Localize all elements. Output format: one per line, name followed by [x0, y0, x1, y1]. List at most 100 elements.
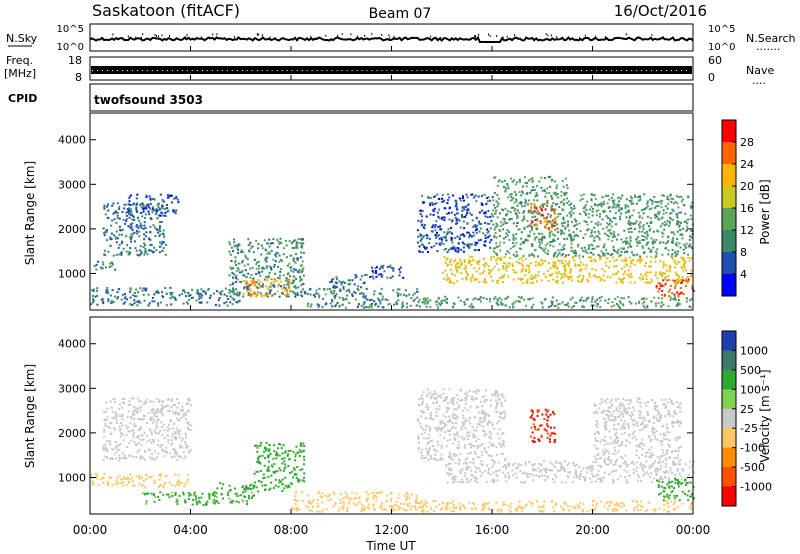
heat-cell [177, 474, 180, 477]
heat-cell [576, 245, 579, 248]
heat-cell [536, 224, 539, 227]
heat-cell [392, 289, 395, 292]
heat-cell [467, 274, 470, 277]
heat-cell [175, 436, 178, 439]
freq-gap [346, 70, 348, 71]
heat-cell [263, 447, 266, 450]
heat-cell [130, 210, 133, 213]
heat-cell [478, 222, 481, 225]
heat-cell [676, 216, 679, 219]
heat-cell [416, 296, 419, 299]
heat-cell [231, 291, 234, 294]
heat-cell [136, 232, 139, 235]
heat-cell [681, 257, 684, 259]
heat-cell [657, 213, 660, 215]
heat-cell [549, 220, 552, 223]
heat-cell [129, 214, 132, 217]
heat-cell [301, 479, 304, 482]
noise-search-dot [310, 35, 312, 38]
heat-cell [553, 481, 556, 484]
heat-cell [657, 205, 660, 208]
heat-cell [478, 298, 481, 301]
heat-cell [419, 233, 422, 236]
heat-cell [150, 441, 153, 444]
heat-cell [540, 246, 542, 249]
heat-cell [265, 292, 267, 295]
heat-cell [115, 211, 118, 214]
heat-cell [476, 261, 478, 264]
heat-cell [483, 257, 485, 260]
heat-cell [166, 451, 169, 454]
heat-cell [657, 302, 660, 305]
heat-cell [623, 247, 625, 250]
heat-cell [551, 178, 554, 181]
heat-cell [674, 463, 677, 466]
heat-cell [130, 223, 132, 226]
noise-search-dot [157, 35, 159, 38]
heat-cell [236, 495, 239, 498]
heat-cell [474, 194, 477, 197]
heat-cell [141, 215, 144, 218]
heat-cell [591, 248, 594, 250]
heat-cell [586, 223, 589, 226]
heat-cell [686, 225, 689, 228]
heat-cell [147, 210, 150, 213]
heat-cell [165, 405, 168, 407]
heat-cell [661, 200, 664, 203]
heat-cell [408, 496, 411, 499]
heat-cell [621, 279, 624, 282]
heat-cell [600, 205, 603, 208]
heat-cell [613, 233, 615, 236]
heat-cell [523, 471, 526, 474]
heat-cell [462, 199, 465, 202]
heat-cell [146, 434, 149, 437]
heat-cell [649, 251, 652, 254]
noise-search-dot [556, 35, 558, 38]
heat-cell [534, 223, 537, 226]
heat-cell [649, 476, 651, 478]
heat-cell [283, 286, 286, 289]
heat-cell [149, 225, 152, 228]
heat-cell [657, 290, 660, 293]
heat-cell [654, 274, 657, 277]
heat-cell [302, 274, 305, 277]
heat-cell [522, 265, 524, 268]
heat-cell [573, 305, 575, 307]
heat-cell [516, 214, 519, 217]
heat-cell [362, 509, 365, 512]
heat-cell [609, 501, 612, 504]
heat-cell [577, 503, 580, 506]
heat-cell [389, 505, 391, 508]
heat-cell [153, 226, 156, 229]
heat-cell [276, 252, 279, 255]
heat-cell [682, 227, 685, 230]
heat-cell [179, 429, 181, 432]
heat-cell [347, 496, 350, 499]
heat-cell [199, 301, 202, 304]
heat-cell [642, 305, 645, 308]
heat-cell [138, 300, 140, 303]
heat-cell [484, 234, 487, 237]
heat-cell [517, 295, 520, 298]
heat-cell [562, 222, 565, 224]
heat-cell [249, 287, 252, 290]
heat-cell [459, 199, 462, 202]
heat-cell [663, 221, 666, 224]
heat-cell [521, 190, 524, 193]
freq-gap [181, 70, 183, 71]
heat-cell [578, 476, 581, 478]
heat-cell [286, 278, 289, 281]
heat-cell [331, 280, 333, 283]
heat-cell [123, 476, 126, 478]
heat-cell [276, 238, 279, 241]
heat-cell [569, 235, 572, 238]
heat-cell [466, 211, 469, 214]
heat-cell [433, 196, 435, 198]
heat-cell [573, 464, 576, 467]
heat-cell [320, 510, 323, 513]
heat-cell [152, 457, 155, 460]
heat-cell [287, 484, 290, 487]
heat-cell [112, 410, 114, 413]
heat-cell [600, 203, 603, 206]
heat-cell [550, 300, 553, 303]
